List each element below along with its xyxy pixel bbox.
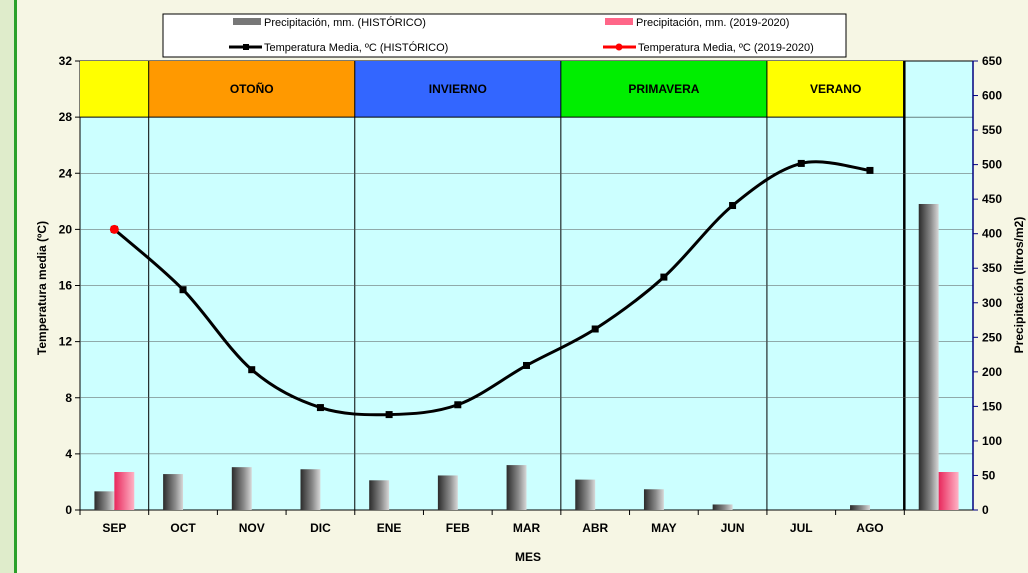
legend-marker-temp-2019 xyxy=(615,43,623,51)
x-axis-tick-label: ENE xyxy=(377,521,402,535)
season-band-2 xyxy=(354,61,561,118)
x-axis-tick-label: OCT xyxy=(170,521,196,535)
x-axis-tick-label: FEB xyxy=(446,521,470,535)
season-band-1 xyxy=(148,61,355,118)
y2-axis-tick-label: 550 xyxy=(982,123,1002,137)
season-band-0 xyxy=(80,61,149,118)
point-temp-historico xyxy=(316,404,324,412)
bar-precip-historico xyxy=(712,504,733,510)
season-label-4: VERANO xyxy=(810,82,861,96)
y2-axis-tick-label: 100 xyxy=(982,434,1002,448)
x-axis-tick-label: MAR xyxy=(513,521,541,535)
season-label-3: PRIMAVERA xyxy=(628,82,699,96)
x-axis-tick-label: SEP xyxy=(102,521,126,535)
line-temp-historico xyxy=(113,160,871,417)
y2-axis-tick-label: 200 xyxy=(982,365,1002,379)
y-axis-tick-label: 20 xyxy=(59,222,73,236)
y2-axis-tick-label: 150 xyxy=(982,399,1002,413)
y2-axis-tick-label: 450 xyxy=(982,192,1002,206)
point-temp-historico xyxy=(660,273,668,281)
point-temp-historico xyxy=(729,202,737,210)
season-band-3 xyxy=(560,61,767,118)
x-axis-tick-label: JUL xyxy=(790,521,813,535)
legend-swatch-precip-historico xyxy=(233,18,261,25)
bar-precip-historico xyxy=(300,469,321,510)
point-temp-historico xyxy=(866,166,874,174)
point-temp-historico xyxy=(454,401,462,409)
bar-precip-historico xyxy=(231,467,252,510)
y2-axis-tick-label: 250 xyxy=(982,330,1002,344)
y-axis-tick-label: 28 xyxy=(59,110,73,124)
bar-precip-historico xyxy=(437,475,458,510)
legend-label-precip-2019: Precipitación, mm. (2019-2020) xyxy=(636,17,789,29)
y-axis-tick-label: 8 xyxy=(65,391,72,405)
x-axis-tick-label: DIC xyxy=(310,521,331,535)
y2-axis-tick-label: 0 xyxy=(982,503,989,517)
x-axis-tick-label: JUN xyxy=(721,521,745,535)
x-axis-title: MES xyxy=(515,550,541,564)
point-temp-2019-2020 xyxy=(109,224,119,234)
point-temp-historico xyxy=(523,361,530,369)
y2-axis-tick-label: 600 xyxy=(982,89,1002,103)
y-axis-tick-label: 32 xyxy=(59,54,73,68)
bar-precip-historico xyxy=(163,474,184,510)
y-axis-tick-label: 0 xyxy=(65,503,72,517)
legend-swatch-precip-2019 xyxy=(605,18,633,25)
y-axis-tick-label: 24 xyxy=(59,166,73,180)
y2-axis-title: Precipitación (litros/m2) xyxy=(1012,217,1026,354)
y2-axis-tick-label: 650 xyxy=(982,54,1002,68)
temperature-lines xyxy=(109,159,874,419)
legend-marker-temp-historico xyxy=(243,44,249,50)
season-band-4 xyxy=(766,61,905,118)
bar-precip-historico xyxy=(506,465,527,510)
axes: 0 4 8 12 16 20 24 28 32 0 50 100 150 200 250 300 350 400 4… xyxy=(59,54,1003,535)
y-axis-tick-label: 12 xyxy=(59,335,73,349)
season-label-2: INVIERNO xyxy=(429,82,487,96)
bar-precip-historico xyxy=(918,203,939,510)
point-temp-historico xyxy=(179,286,187,294)
legend-label-temp-2019: Temperatura Media, ºC (2019-2020) xyxy=(638,42,814,54)
y2-axis-tick-label: 500 xyxy=(982,158,1002,172)
x-axis-tick-label: MAY xyxy=(651,521,677,535)
bar-precip-2019-2020 xyxy=(114,472,135,510)
y-axis-tick-label: 16 xyxy=(59,279,73,293)
season-bands: OTOÑO INVIERNO PRIMAVERA VERANO xyxy=(80,61,905,118)
bar-precip-historico xyxy=(850,505,870,510)
season-label-1: OTOÑO xyxy=(230,81,274,96)
bar-precip-historico xyxy=(369,480,390,510)
bar-precip-historico xyxy=(575,479,596,510)
legend-label-temp-historico: Temperatura Media, ºC (HISTÓRICO) xyxy=(264,41,448,54)
y-axis-title: Temperatura media (ºC) xyxy=(35,221,49,355)
bar-precip-historico xyxy=(643,489,664,510)
legend: Precipitación, mm. (HISTÓRICO) Precipita… xyxy=(162,13,847,58)
x-axis-tick-label: NOV xyxy=(239,521,265,535)
legend-label-precip-historico: Precipitación, mm. (HISTÓRICO) xyxy=(264,16,426,29)
bar-precip-2019-2020 xyxy=(938,472,959,510)
x-axis-tick-label: AGO xyxy=(856,521,883,535)
y2-axis-tick-label: 350 xyxy=(982,261,1002,275)
point-temp-historico xyxy=(385,411,393,419)
point-temp-historico xyxy=(248,366,256,374)
legend-box xyxy=(162,13,847,58)
x-axis-tick-label: ABR xyxy=(582,521,608,535)
y2-axis-tick-label: 400 xyxy=(982,227,1002,241)
left-border xyxy=(14,0,17,573)
bar-precip-historico xyxy=(94,491,115,510)
y2-axis-tick-label: 300 xyxy=(982,296,1002,310)
plot-gridlines xyxy=(80,61,973,510)
point-temp-historico xyxy=(797,159,805,167)
y-axis-tick-label: 4 xyxy=(65,447,72,461)
y2-axis-tick-label: 50 xyxy=(982,468,996,482)
point-temp-historico xyxy=(591,325,599,333)
precipitation-bars xyxy=(94,203,959,510)
